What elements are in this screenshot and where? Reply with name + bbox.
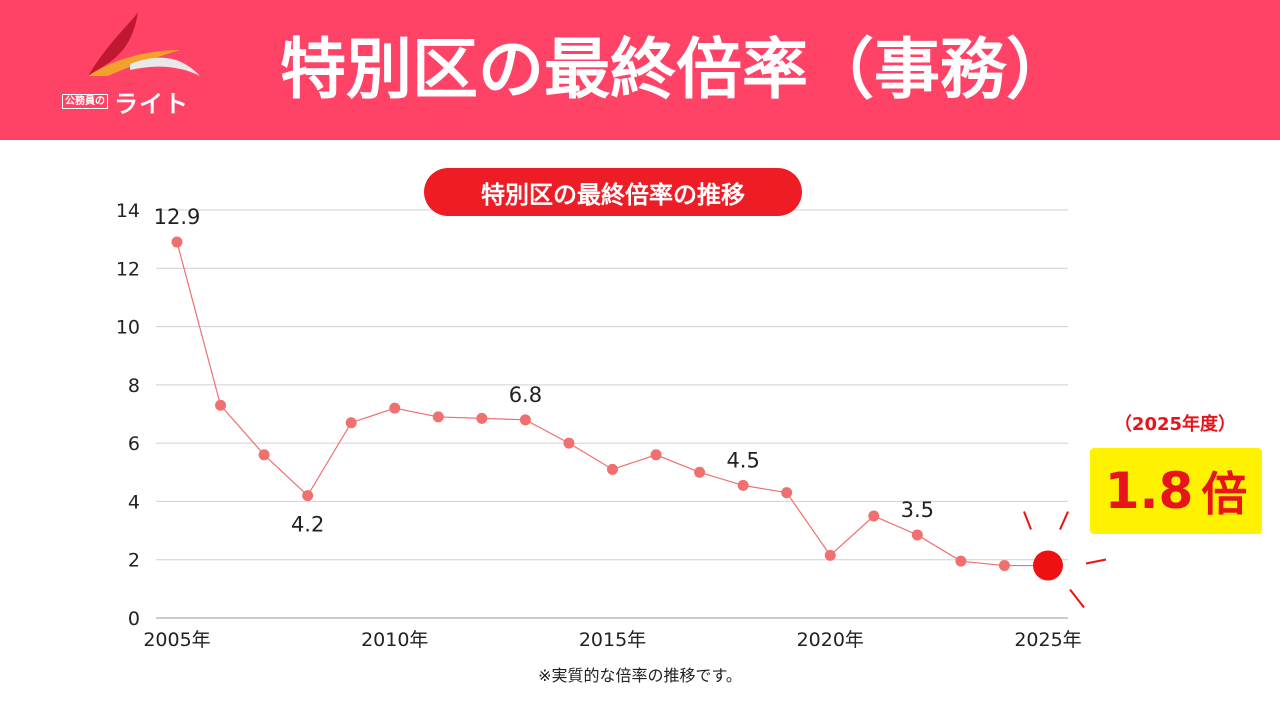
data-label: 4.2 bbox=[291, 513, 324, 537]
y-tick-label: 0 bbox=[128, 608, 140, 630]
y-tick-label: 4 bbox=[128, 491, 140, 513]
callout-year-label: （2025年度） bbox=[1113, 414, 1237, 435]
header-banner: 公務員の ライト 特別区の最終倍率（事務） bbox=[0, 0, 1280, 140]
x-tick-label: 2020年 bbox=[797, 629, 864, 651]
data-label: 12.9 bbox=[154, 205, 201, 229]
data-point bbox=[868, 510, 880, 522]
data-point bbox=[302, 490, 314, 502]
x-tick-label: 2005年 bbox=[143, 629, 210, 651]
data-point bbox=[781, 487, 793, 499]
data-point bbox=[476, 412, 488, 424]
x-tick-label: 2015年 bbox=[579, 629, 646, 651]
y-tick-label: 14 bbox=[116, 200, 140, 222]
data-point bbox=[432, 411, 444, 423]
data-point bbox=[911, 529, 923, 541]
y-tick-label: 6 bbox=[128, 433, 140, 455]
data-point bbox=[345, 417, 357, 429]
callout-value-box: 1.8 倍 bbox=[1090, 448, 1262, 534]
line-chart: 0 2 4 6 8 10 12 14 2005年 2010年 2015年 2020年 2025年 12.9… bbox=[116, 200, 1107, 651]
data-point bbox=[258, 449, 270, 461]
y-tick-label: 8 bbox=[128, 375, 140, 397]
data-point bbox=[389, 402, 401, 414]
highlight-ray bbox=[1085, 558, 1107, 565]
logo-text: 公務員の ライト bbox=[62, 88, 222, 118]
data-point bbox=[519, 414, 531, 426]
data-point bbox=[737, 479, 749, 491]
logo-small-text: 公務員の bbox=[62, 93, 108, 109]
data-label: 4.5 bbox=[726, 448, 759, 472]
data-point bbox=[955, 555, 967, 567]
x-tick-label: 2025年 bbox=[1014, 629, 1081, 651]
y-tick-label: 10 bbox=[116, 317, 140, 339]
highlight-ray bbox=[1069, 588, 1085, 609]
data-point bbox=[824, 549, 836, 561]
page-title: 特別区の最終倍率（事務） bbox=[280, 31, 1072, 108]
data-point bbox=[171, 236, 183, 248]
data-point bbox=[694, 466, 706, 478]
x-tick-label: 2010年 bbox=[361, 629, 428, 651]
data-label: 6.8 bbox=[509, 383, 542, 407]
callout-unit: 倍 bbox=[1201, 467, 1248, 521]
logo-big-text: ライト bbox=[114, 89, 189, 118]
data-point bbox=[650, 449, 662, 461]
highlight-ray bbox=[1059, 511, 1069, 530]
data-label: 3.5 bbox=[901, 498, 934, 522]
data-point bbox=[998, 560, 1010, 572]
y-tick-label: 12 bbox=[116, 258, 140, 280]
chart-title: 特別区の最終倍率の推移 bbox=[424, 168, 802, 216]
y-tick-label: 2 bbox=[128, 550, 140, 572]
highlight-point bbox=[1033, 550, 1063, 581]
footnote: ※実質的な倍率の推移です。 bbox=[538, 666, 742, 685]
data-point bbox=[563, 437, 575, 449]
callout-value: 1.8 bbox=[1104, 462, 1194, 520]
data-point bbox=[607, 463, 618, 475]
data-point bbox=[215, 399, 227, 411]
highlight-ray bbox=[1023, 511, 1032, 530]
logo-icon bbox=[88, 12, 200, 76]
